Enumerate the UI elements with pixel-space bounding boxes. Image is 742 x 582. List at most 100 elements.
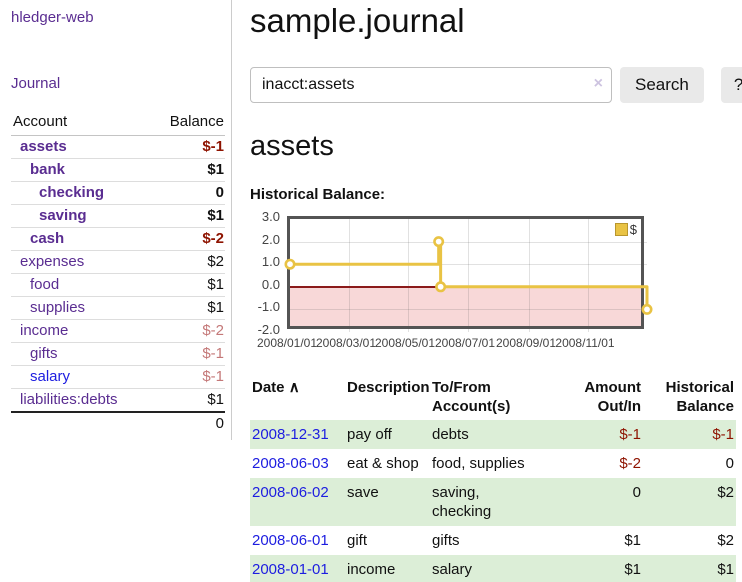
register-row: 2008-06-01 gift gifts $1 $2	[250, 526, 736, 555]
account-row-checking: checking 0	[11, 181, 225, 205]
account-balance: $1	[150, 388, 225, 413]
accounts-total-row: 0	[11, 412, 225, 435]
register-row: 2008-01-01 income salary $1 $1	[250, 555, 736, 582]
data-point-marker	[641, 303, 653, 315]
account-link-expenses[interactable]: expenses	[20, 253, 85, 270]
account-row-assets: assets $-1	[11, 135, 225, 159]
search-input-wrap: ×	[250, 67, 612, 103]
chart-legend: $	[614, 222, 637, 237]
account-link-bank[interactable]: bank	[30, 161, 66, 178]
txn-balance: $-1	[712, 426, 734, 443]
search-button[interactable]: Search	[620, 67, 704, 103]
register-row: 2008-06-03 eat & shop food, supplies $-2…	[250, 449, 736, 478]
x-tick-label: 2008/11/01	[555, 336, 615, 350]
account-link-saving[interactable]: saving	[39, 207, 87, 224]
account-link-liabilities-debts[interactable]: liabilities:debts	[20, 391, 118, 408]
txn-accounts: saving, checking	[432, 484, 492, 520]
search-input[interactable]	[250, 67, 612, 103]
account-balance: $-2	[150, 227, 225, 251]
balance-chart: 3.0 2.0 1.0 0.0 -1.0 -2.0 $	[250, 209, 653, 354]
account-link-supplies[interactable]: supplies	[30, 299, 86, 316]
col-balance: Historical Balance	[665, 379, 734, 415]
account-link-income[interactable]: income	[20, 322, 69, 339]
account-heading: assets	[250, 130, 334, 162]
account-row-bank: bank $1	[11, 158, 225, 182]
txn-accounts: debts	[432, 426, 469, 443]
txn-balance: $2	[717, 484, 734, 501]
account-link-checking[interactable]: checking	[39, 184, 105, 201]
txn-accounts: food, supplies	[432, 455, 525, 472]
gridline	[529, 219, 530, 332]
x-tick-label: 2008/09/01	[495, 336, 557, 350]
account-link-cash[interactable]: cash	[30, 230, 65, 247]
x-tick-label: 2008/03/01	[315, 336, 377, 350]
sidebar-item-journal[interactable]: Journal	[11, 75, 61, 92]
x-tick-label: 2008/01/01	[256, 336, 318, 350]
txn-amount: $-2	[619, 455, 641, 472]
account-row-expenses: expenses $2	[11, 250, 225, 274]
account-link-gifts[interactable]: gifts	[30, 345, 58, 362]
y-tick-label: 2.0	[261, 232, 280, 247]
txn-description: pay off	[347, 426, 392, 443]
sort-asc-icon[interactable]: ∧	[288, 379, 300, 396]
clear-search-icon[interactable]: ×	[593, 75, 603, 92]
txn-balance: $1	[717, 561, 734, 578]
account-balance: $-1	[150, 365, 225, 389]
txn-accounts: salary	[432, 561, 473, 578]
txn-description: eat & shop	[347, 455, 419, 472]
col-date[interactable]: Date ∧	[252, 379, 300, 396]
gridline	[290, 242, 647, 243]
txn-description: save	[347, 484, 379, 501]
txn-amount: $1	[624, 561, 641, 578]
account-balance: $1	[150, 158, 225, 182]
legend-swatch-icon	[614, 223, 628, 236]
txn-date-link[interactable]: 2008-06-03	[252, 455, 329, 472]
register-header-row: Date ∧ Description To/From Account(s) Am…	[250, 375, 736, 420]
account-balance: $1	[150, 296, 225, 320]
txn-balance: 0	[725, 455, 734, 472]
txn-balance: $2	[717, 532, 734, 549]
data-point-marker	[433, 236, 445, 248]
main-panel: sample.journal × Search ? assets Histori…	[232, 0, 742, 582]
account-row-supplies: supplies $1	[11, 296, 225, 320]
search-form: × Search ?	[250, 67, 742, 103]
account-row-income: income $-2	[11, 319, 225, 343]
help-button[interactable]: ?	[720, 67, 742, 103]
gridline	[349, 219, 350, 332]
account-link-salary[interactable]: salary	[30, 368, 71, 385]
txn-date-link[interactable]: 2008-06-02	[252, 484, 329, 501]
txn-date-link[interactable]: 2008-12-31	[252, 426, 329, 443]
y-tick-label: -1.0	[257, 299, 280, 314]
accounts-table: Account Balance assets $-1 bank $1 check…	[11, 110, 225, 435]
account-link-food[interactable]: food	[30, 276, 60, 293]
account-balance: 0	[150, 181, 225, 205]
chart-title: Historical Balance:	[250, 186, 386, 203]
account-balance: $-1	[150, 342, 225, 366]
txn-date-link[interactable]: 2008-06-01	[252, 532, 329, 549]
legend-label: $	[629, 222, 637, 237]
register-row: 2008-06-02 save saving, checking 0 $2	[250, 478, 736, 526]
register-table: Date ∧ Description To/From Account(s) Am…	[250, 375, 736, 582]
account-balance: $-1	[150, 135, 225, 159]
accounts-header-row: Account Balance	[11, 110, 225, 136]
account-row-salary: salary $-1	[11, 365, 225, 389]
txn-date-link[interactable]: 2008-01-01	[252, 561, 329, 578]
x-tick-label: 2008/05/01	[374, 336, 436, 350]
account-balance: $1	[150, 204, 225, 228]
data-point-marker	[284, 258, 296, 270]
col-amount: Amount Out/In	[584, 379, 641, 415]
col-description: Description	[347, 379, 430, 396]
balance-line-series	[284, 236, 653, 315]
account-balance: $-2	[150, 319, 225, 343]
account-row-cash: cash $-2	[11, 227, 225, 251]
brand-link[interactable]: hledger-web	[11, 9, 94, 26]
gridline	[408, 219, 409, 332]
account-row-gifts: gifts $-1	[11, 342, 225, 366]
txn-amount: 0	[632, 484, 641, 501]
account-row-food: food $1	[11, 273, 225, 297]
txn-amount: $-1	[619, 426, 641, 443]
register-row: 2008-12-31 pay off debts $-1 $-1	[250, 420, 736, 449]
y-tick-label: -2.0	[257, 322, 280, 337]
txn-description: income	[347, 561, 396, 578]
account-link-assets[interactable]: assets	[20, 138, 67, 155]
